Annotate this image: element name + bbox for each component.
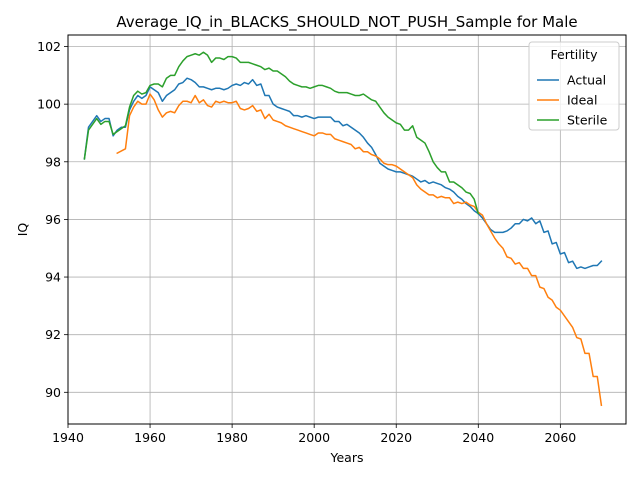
y-tick-label: 98 [45,154,61,169]
plot-frame [67,34,627,425]
x-tick-label: 1940 [52,430,84,445]
x-tick-label: 1960 [134,430,166,445]
x-tick-label: 2040 [462,430,494,445]
y-tick-label: 96 [45,212,61,227]
legend-title: Fertility [551,47,599,62]
y-tick-label: 100 [37,97,61,112]
y-tick-label: 92 [45,327,61,342]
series-line-sterile [83,51,480,215]
series-line-actual [83,77,603,270]
legend-label-ideal: Ideal [567,93,597,108]
y-tick-label: 94 [45,270,61,285]
y-axis-ticks: 90 92 94 96 98 100 102 [37,39,68,400]
y-tick-label: 102 [37,39,61,54]
x-tick-label: 2060 [544,430,576,445]
x-axis-ticks: 1940 1960 1980 2000 2020 2040 2060 [52,424,576,445]
y-axis-label: IQ [15,223,30,237]
x-tick-label: 2000 [298,430,330,445]
legend-items: Actual Ideal Sterile [537,73,608,128]
legend-label-sterile: Sterile [567,113,608,128]
legend-label-actual: Actual [567,73,606,88]
series-line-ideal [116,93,603,407]
chart-title: Average_IQ_in_BLACKS_SHOULD_NOT_PUSH_Sam… [116,13,577,32]
x-tick-label: 2020 [380,430,412,445]
y-tick-label: 90 [45,385,61,400]
legend: Fertility Actual Ideal Sterile [528,41,620,131]
legend-box [528,41,620,131]
x-axis-label: Years [330,450,364,465]
x-tick-label: 1980 [216,430,248,445]
series-lines [83,51,603,407]
